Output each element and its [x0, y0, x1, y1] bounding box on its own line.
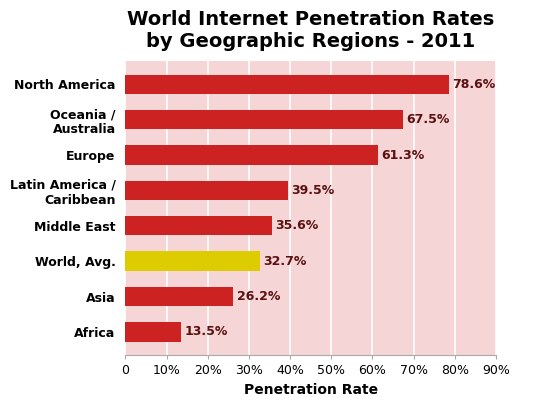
Bar [125, 181, 288, 200]
Text: 67.5%: 67.5% [407, 113, 450, 126]
Text: 26.2%: 26.2% [237, 290, 280, 303]
Bar [125, 322, 181, 341]
Title: World Internet Penetration Rates
by Geographic Regions - 2011: World Internet Penetration Rates by Geog… [127, 10, 494, 51]
Bar [125, 251, 260, 271]
Bar [125, 110, 403, 129]
Text: 35.6%: 35.6% [275, 219, 318, 232]
Bar [125, 287, 233, 306]
Text: 39.5%: 39.5% [291, 184, 335, 197]
Bar [125, 145, 378, 165]
Bar [125, 216, 272, 235]
Text: 78.6%: 78.6% [452, 78, 495, 91]
X-axis label: Penetration Rate: Penetration Rate [244, 383, 378, 397]
Text: 61.3%: 61.3% [381, 149, 425, 162]
Text: 32.7%: 32.7% [263, 255, 307, 268]
Bar [125, 75, 449, 94]
Text: 13.5%: 13.5% [184, 326, 228, 338]
